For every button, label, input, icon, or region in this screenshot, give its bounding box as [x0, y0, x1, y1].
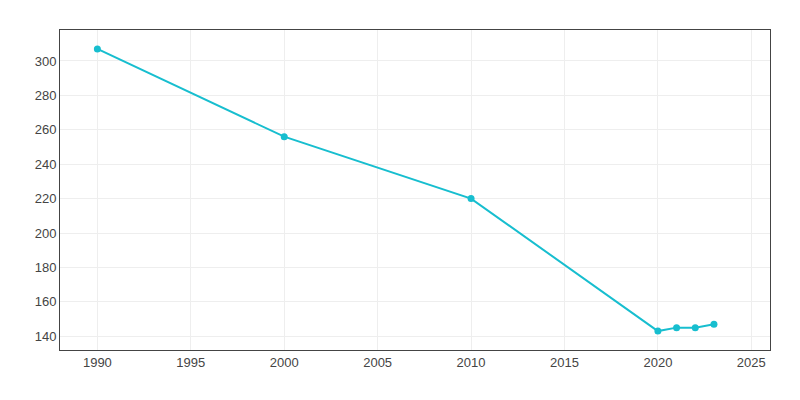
svg-text:2005: 2005 — [363, 355, 392, 370]
svg-text:160: 160 — [35, 294, 57, 309]
svg-text:2020: 2020 — [643, 355, 672, 370]
svg-text:180: 180 — [35, 260, 57, 275]
svg-text:2000: 2000 — [270, 355, 299, 370]
svg-text:1990: 1990 — [83, 355, 112, 370]
svg-text:2010: 2010 — [457, 355, 486, 370]
svg-text:280: 280 — [35, 88, 57, 103]
svg-text:2025: 2025 — [737, 355, 766, 370]
svg-text:1995: 1995 — [176, 355, 205, 370]
svg-text:200: 200 — [35, 226, 57, 241]
svg-text:240: 240 — [35, 157, 57, 172]
svg-text:2015: 2015 — [550, 355, 579, 370]
svg-text:220: 220 — [35, 191, 57, 206]
svg-text:140: 140 — [35, 329, 57, 344]
svg-text:300: 300 — [35, 54, 57, 69]
svg-text:260: 260 — [35, 122, 57, 137]
